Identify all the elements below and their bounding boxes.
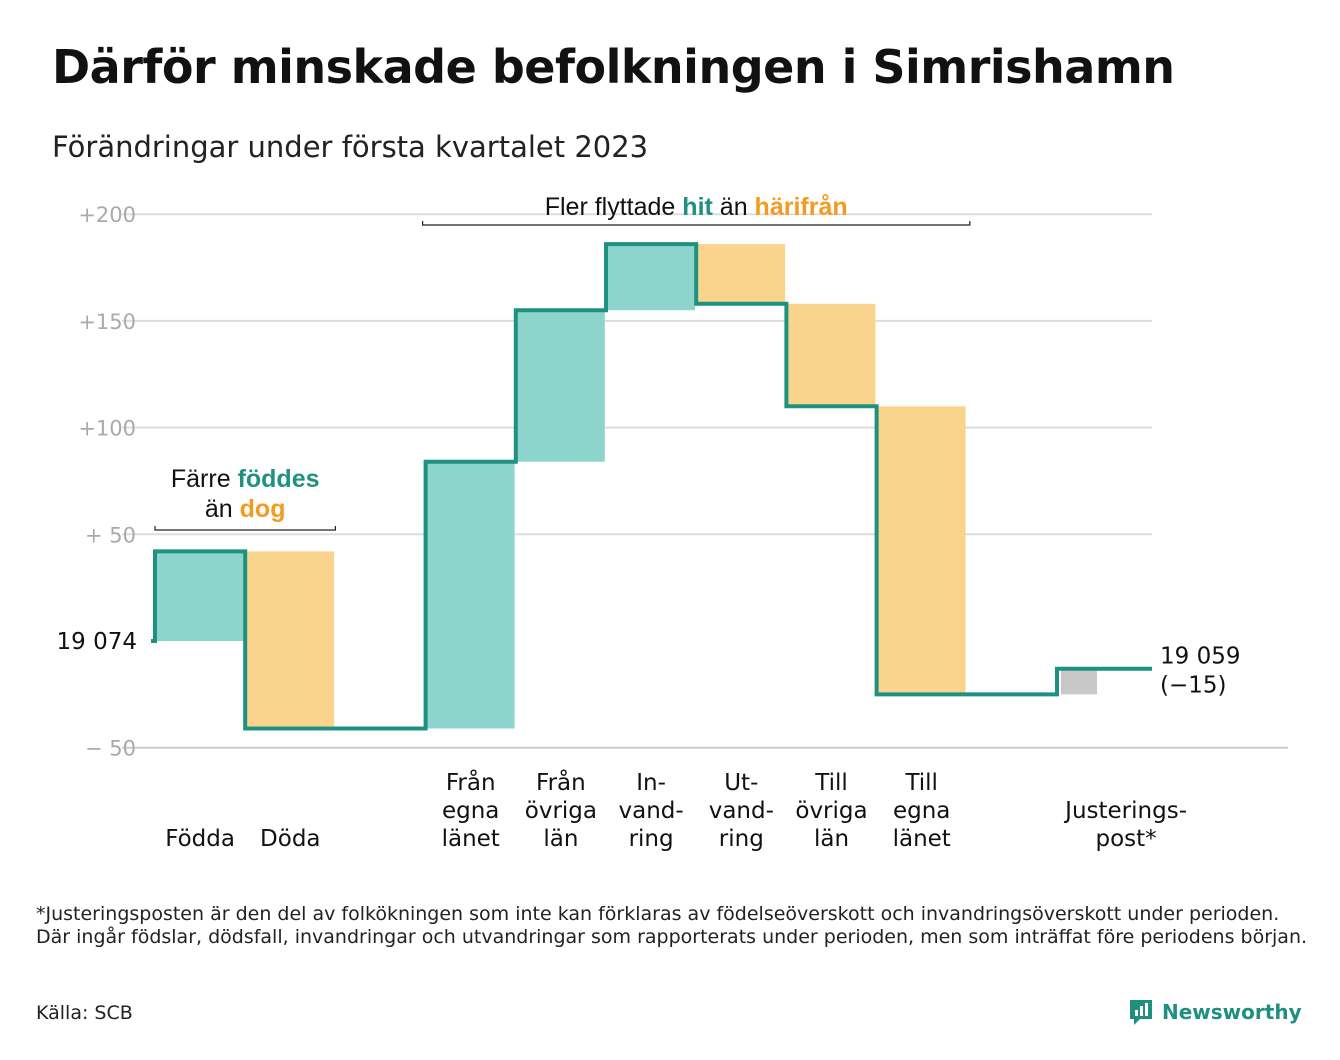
- waterfall-chart: − 50 + 50 +100 +150 +200 Födda Döda Från egna lä…: [57, 193, 1288, 852]
- bar: [606, 244, 695, 311]
- x-axis-label: Till övriga län: [795, 770, 867, 852]
- x-axis-label: Döda: [260, 826, 320, 852]
- annotation-births-line2: än dog: [205, 495, 286, 523]
- end-value-label: 19 059: [1160, 644, 1240, 670]
- y-tick-label: + 50: [85, 523, 136, 547]
- annotation-migration-bracket: [422, 221, 971, 226]
- brand-name: Newsworthy: [1162, 1000, 1302, 1024]
- brand-logo[interactable]: Newsworthy: [1128, 998, 1302, 1026]
- x-axis-label: Från egna länet: [442, 768, 500, 852]
- bar: [515, 310, 605, 462]
- y-tick-label: +200: [78, 203, 136, 227]
- bar: [1061, 668, 1097, 695]
- bar: [696, 244, 786, 304]
- grid-lines: [122, 213, 1288, 749]
- bars: [155, 244, 1097, 729]
- x-axis-label: Till egna länet: [893, 770, 951, 852]
- footnote: *Justeringsposten är den del av folkökni…: [36, 903, 1308, 948]
- cumulative-step-line: [151, 242, 1152, 731]
- x-axis-label: Justerings-post*: [1063, 798, 1187, 852]
- bar: [425, 461, 515, 729]
- value-labels: 19 074 19 059 (−15): [57, 629, 1241, 699]
- start-value-label: 19 074: [57, 629, 137, 655]
- y-tick-label: +100: [78, 417, 136, 441]
- x-axis-label: In-vand-ring: [619, 770, 684, 852]
- bar: [245, 551, 335, 729]
- end-change-label: (−15): [1160, 673, 1226, 699]
- bar: [155, 551, 244, 641]
- chart-title: Därför minskade befolkningen i Simrisham…: [52, 40, 1175, 94]
- source-note: Källa: SCB: [36, 1002, 133, 1024]
- annotation-migration: Fler flyttade hit än härifrån: [545, 193, 848, 221]
- newsworthy-logo-icon: [1130, 1000, 1152, 1025]
- x-axis-category-labels: Födda Döda Från egna länet Från övriga län In-va…: [165, 768, 1187, 852]
- x-axis-label: Födda: [165, 826, 235, 852]
- y-tick-label: − 50: [85, 737, 136, 761]
- annotation-births-bracket: [154, 526, 336, 531]
- y-tick-label: +150: [78, 310, 136, 334]
- chart-subtitle: Förändringar under första kvartalet 2023: [52, 130, 649, 164]
- x-axis-label: Från övriga län: [525, 768, 597, 852]
- annotation-births-line1: Färre föddes: [171, 465, 320, 493]
- x-axis-label: Ut-vand-ring: [709, 770, 774, 852]
- bar: [876, 406, 966, 695]
- y-axis-tick-labels: − 50 + 50 +100 +150 +200: [78, 203, 136, 761]
- bar: [786, 303, 876, 407]
